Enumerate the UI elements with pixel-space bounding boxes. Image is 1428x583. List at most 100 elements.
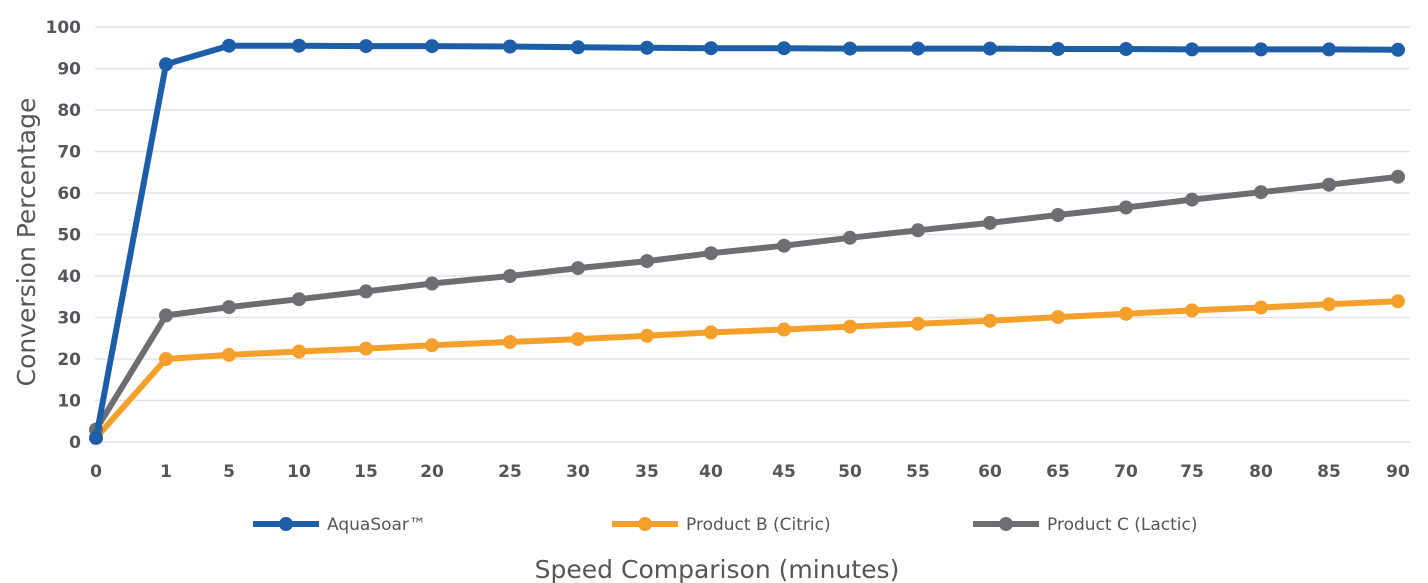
data-point bbox=[777, 238, 791, 253]
data-point bbox=[359, 341, 373, 356]
x-tick-label: 85 bbox=[1317, 462, 1341, 482]
data-point bbox=[159, 352, 173, 366]
data-point bbox=[222, 38, 236, 53]
y-tick-label: 40 bbox=[57, 267, 81, 287]
data-point bbox=[1185, 303, 1199, 318]
legend-item: AquaSoar™ bbox=[253, 515, 426, 535]
data-point bbox=[359, 284, 373, 299]
data-point bbox=[983, 313, 997, 328]
data-point bbox=[640, 254, 654, 269]
data-point bbox=[292, 344, 306, 359]
x-tick-label: 1 bbox=[160, 462, 172, 482]
series-0 bbox=[89, 38, 1405, 445]
data-point bbox=[1322, 177, 1336, 192]
data-point bbox=[159, 308, 173, 323]
y-tick-label: 60 bbox=[57, 184, 81, 204]
y-tick-labels: 0 10 20 30 40 50 60 70 80 90 100 bbox=[46, 18, 82, 453]
data-point bbox=[1254, 42, 1268, 57]
data-point bbox=[1322, 297, 1336, 312]
x-tick-label: 75 bbox=[1180, 462, 1204, 482]
data-point bbox=[425, 39, 439, 54]
data-point bbox=[777, 322, 791, 337]
data-point bbox=[1322, 42, 1336, 57]
y-tick-label: 50 bbox=[57, 226, 81, 246]
data-point bbox=[571, 40, 585, 55]
x-tick-label: 10 bbox=[287, 462, 311, 482]
data-point bbox=[503, 39, 517, 54]
legend-item: Product B (Citric) bbox=[612, 515, 831, 535]
data-point bbox=[704, 246, 718, 261]
y-axis-title: Conversion Percentage bbox=[12, 98, 41, 387]
legend-item: Product C (Lactic) bbox=[973, 515, 1197, 535]
data-point bbox=[704, 41, 718, 56]
series-2 bbox=[89, 169, 1405, 437]
data-point bbox=[704, 325, 718, 340]
gridlines bbox=[95, 26, 1410, 443]
x-tick-label: 0 bbox=[90, 462, 102, 482]
y-tick-label: 70 bbox=[57, 143, 81, 163]
data-point bbox=[640, 40, 654, 55]
data-point bbox=[571, 332, 585, 347]
data-point bbox=[843, 41, 857, 56]
x-axis-title: Speed Comparison (minutes) bbox=[535, 555, 900, 583]
x-tick-label: 40 bbox=[699, 462, 723, 482]
x-tick-label: 25 bbox=[498, 462, 522, 482]
data-point bbox=[159, 57, 173, 72]
data-point bbox=[425, 276, 439, 291]
data-point bbox=[1051, 42, 1065, 56]
legend-label: Product B (Citric) bbox=[686, 515, 831, 535]
data-point bbox=[222, 347, 236, 362]
data-point bbox=[292, 38, 306, 53]
data-point bbox=[1119, 306, 1133, 321]
data-point bbox=[89, 430, 103, 445]
data-point bbox=[1119, 200, 1133, 215]
data-point bbox=[911, 223, 925, 238]
data-point bbox=[1391, 42, 1405, 57]
legend-swatch-marker bbox=[638, 517, 652, 531]
data-point bbox=[911, 41, 925, 56]
data-point bbox=[1254, 300, 1268, 315]
legend-label: AquaSoar™ bbox=[327, 515, 426, 535]
x-tick-label: 30 bbox=[566, 462, 590, 482]
data-point bbox=[911, 316, 925, 331]
x-tick-label: 45 bbox=[772, 462, 796, 482]
series-lines bbox=[89, 38, 1405, 445]
data-point bbox=[1051, 310, 1065, 325]
data-point bbox=[777, 41, 791, 56]
x-tick-label: 20 bbox=[420, 462, 444, 482]
data-point bbox=[983, 215, 997, 230]
data-point bbox=[1185, 42, 1199, 57]
y-tick-label: 0 bbox=[69, 433, 81, 453]
data-point bbox=[1185, 192, 1199, 207]
x-tick-label: 5 bbox=[223, 462, 235, 482]
series-line bbox=[93, 173, 1401, 433]
x-tick-label: 70 bbox=[1114, 462, 1138, 482]
x-tick-label: 65 bbox=[1046, 462, 1070, 482]
legend: AquaSoar™ Product B (Citric) Product C (La… bbox=[253, 515, 1197, 535]
data-point bbox=[640, 328, 654, 343]
y-tick-label: 10 bbox=[57, 392, 81, 412]
x-tick-label: 90 bbox=[1386, 462, 1410, 482]
x-tick-label: 50 bbox=[838, 462, 862, 482]
y-tick-label: 80 bbox=[57, 101, 81, 121]
legend-swatch-marker bbox=[999, 517, 1013, 531]
data-point bbox=[571, 261, 585, 276]
x-tick-label: 15 bbox=[354, 462, 378, 482]
y-tick-label: 100 bbox=[46, 18, 82, 38]
x-tick-label: 80 bbox=[1249, 462, 1273, 482]
data-point bbox=[292, 292, 306, 307]
data-point bbox=[503, 269, 517, 283]
data-point bbox=[222, 300, 236, 315]
data-point bbox=[1391, 294, 1405, 309]
data-point bbox=[1051, 208, 1065, 222]
series-line bbox=[93, 298, 1401, 441]
x-tick-label: 55 bbox=[906, 462, 930, 482]
x-tick-labels: 0 1 5 10 15 20 25 30 35 40 45 50 55 60 65 70 75 80 85 90 bbox=[90, 462, 1410, 482]
data-point bbox=[843, 319, 857, 334]
data-point bbox=[1254, 185, 1268, 200]
data-point bbox=[1119, 42, 1133, 56]
data-point bbox=[503, 335, 517, 349]
legend-label: Product C (Lactic) bbox=[1047, 515, 1197, 535]
data-point bbox=[983, 41, 997, 56]
data-point bbox=[425, 338, 439, 353]
